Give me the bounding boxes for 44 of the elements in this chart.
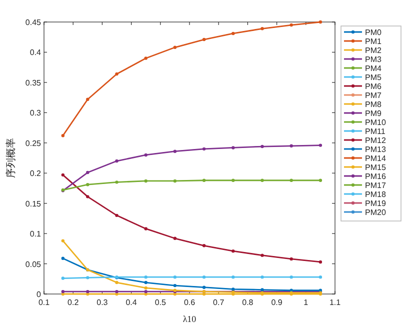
legend-label: PM4 <box>365 64 382 73</box>
y-tick-label: 0.15 <box>25 199 42 208</box>
y-tick-label: 0.05 <box>25 260 42 269</box>
y-tick-label: 0.25 <box>25 138 42 148</box>
legend-label: PM2 <box>365 46 382 55</box>
y-axis-title: 序列概率 <box>5 138 17 178</box>
legend-label: PM12 <box>365 136 386 145</box>
x-tick-label: 1 <box>304 298 309 307</box>
x-tick-label: 0.9 <box>271 298 283 307</box>
x-tick-label: 0.1 <box>38 298 50 307</box>
legend-label: PM11 <box>365 127 386 136</box>
legend-label: PM19 <box>365 199 386 208</box>
legend-label: PM20 <box>365 208 386 217</box>
legend-label: PM7 <box>365 91 382 100</box>
legend-label: PM5 <box>365 73 382 82</box>
legend-label: PM0 <box>365 28 382 37</box>
legend-label: PM3 <box>365 55 382 64</box>
legend-label: PM15 <box>365 163 386 172</box>
legend-label: PM17 <box>365 181 386 190</box>
legend-label: PM18 <box>365 190 386 199</box>
y-tick-label: 0 <box>36 290 42 299</box>
y-tick-label: 0.3 <box>30 108 42 118</box>
x-tick-label: 0.8 <box>242 298 254 307</box>
x-tick-label: 0.5 <box>154 298 167 307</box>
y-tick-label: 0.35 <box>25 78 42 88</box>
legend-label: PM10 <box>365 118 386 127</box>
x-tick-label: 0.4 <box>126 298 138 307</box>
x-tick-label: 0.6 <box>184 298 196 307</box>
legend-label: PM16 <box>365 172 386 181</box>
y-tick-label: 0.4 <box>30 48 42 58</box>
y-tick-label: 0.2 <box>30 169 42 178</box>
x-axis-title: λ10 <box>182 314 197 324</box>
legend-label: PM1 <box>365 37 382 46</box>
y-tick-label: 0.45 <box>25 18 42 27</box>
x-tick-label: 0.2 <box>68 298 80 307</box>
legend-label: PM6 <box>365 82 382 91</box>
x-tick-label: 0.7 <box>213 298 225 307</box>
legend-label: PM9 <box>365 109 382 118</box>
legend-label: PM13 <box>365 145 386 154</box>
x-tick-label: 1.1 <box>329 298 342 307</box>
legend-label: PM8 <box>365 100 382 109</box>
x-tick-label: 0.3 <box>96 298 108 307</box>
y-tick-label: 0.1 <box>30 230 42 239</box>
legend-label: PM14 <box>365 154 386 163</box>
